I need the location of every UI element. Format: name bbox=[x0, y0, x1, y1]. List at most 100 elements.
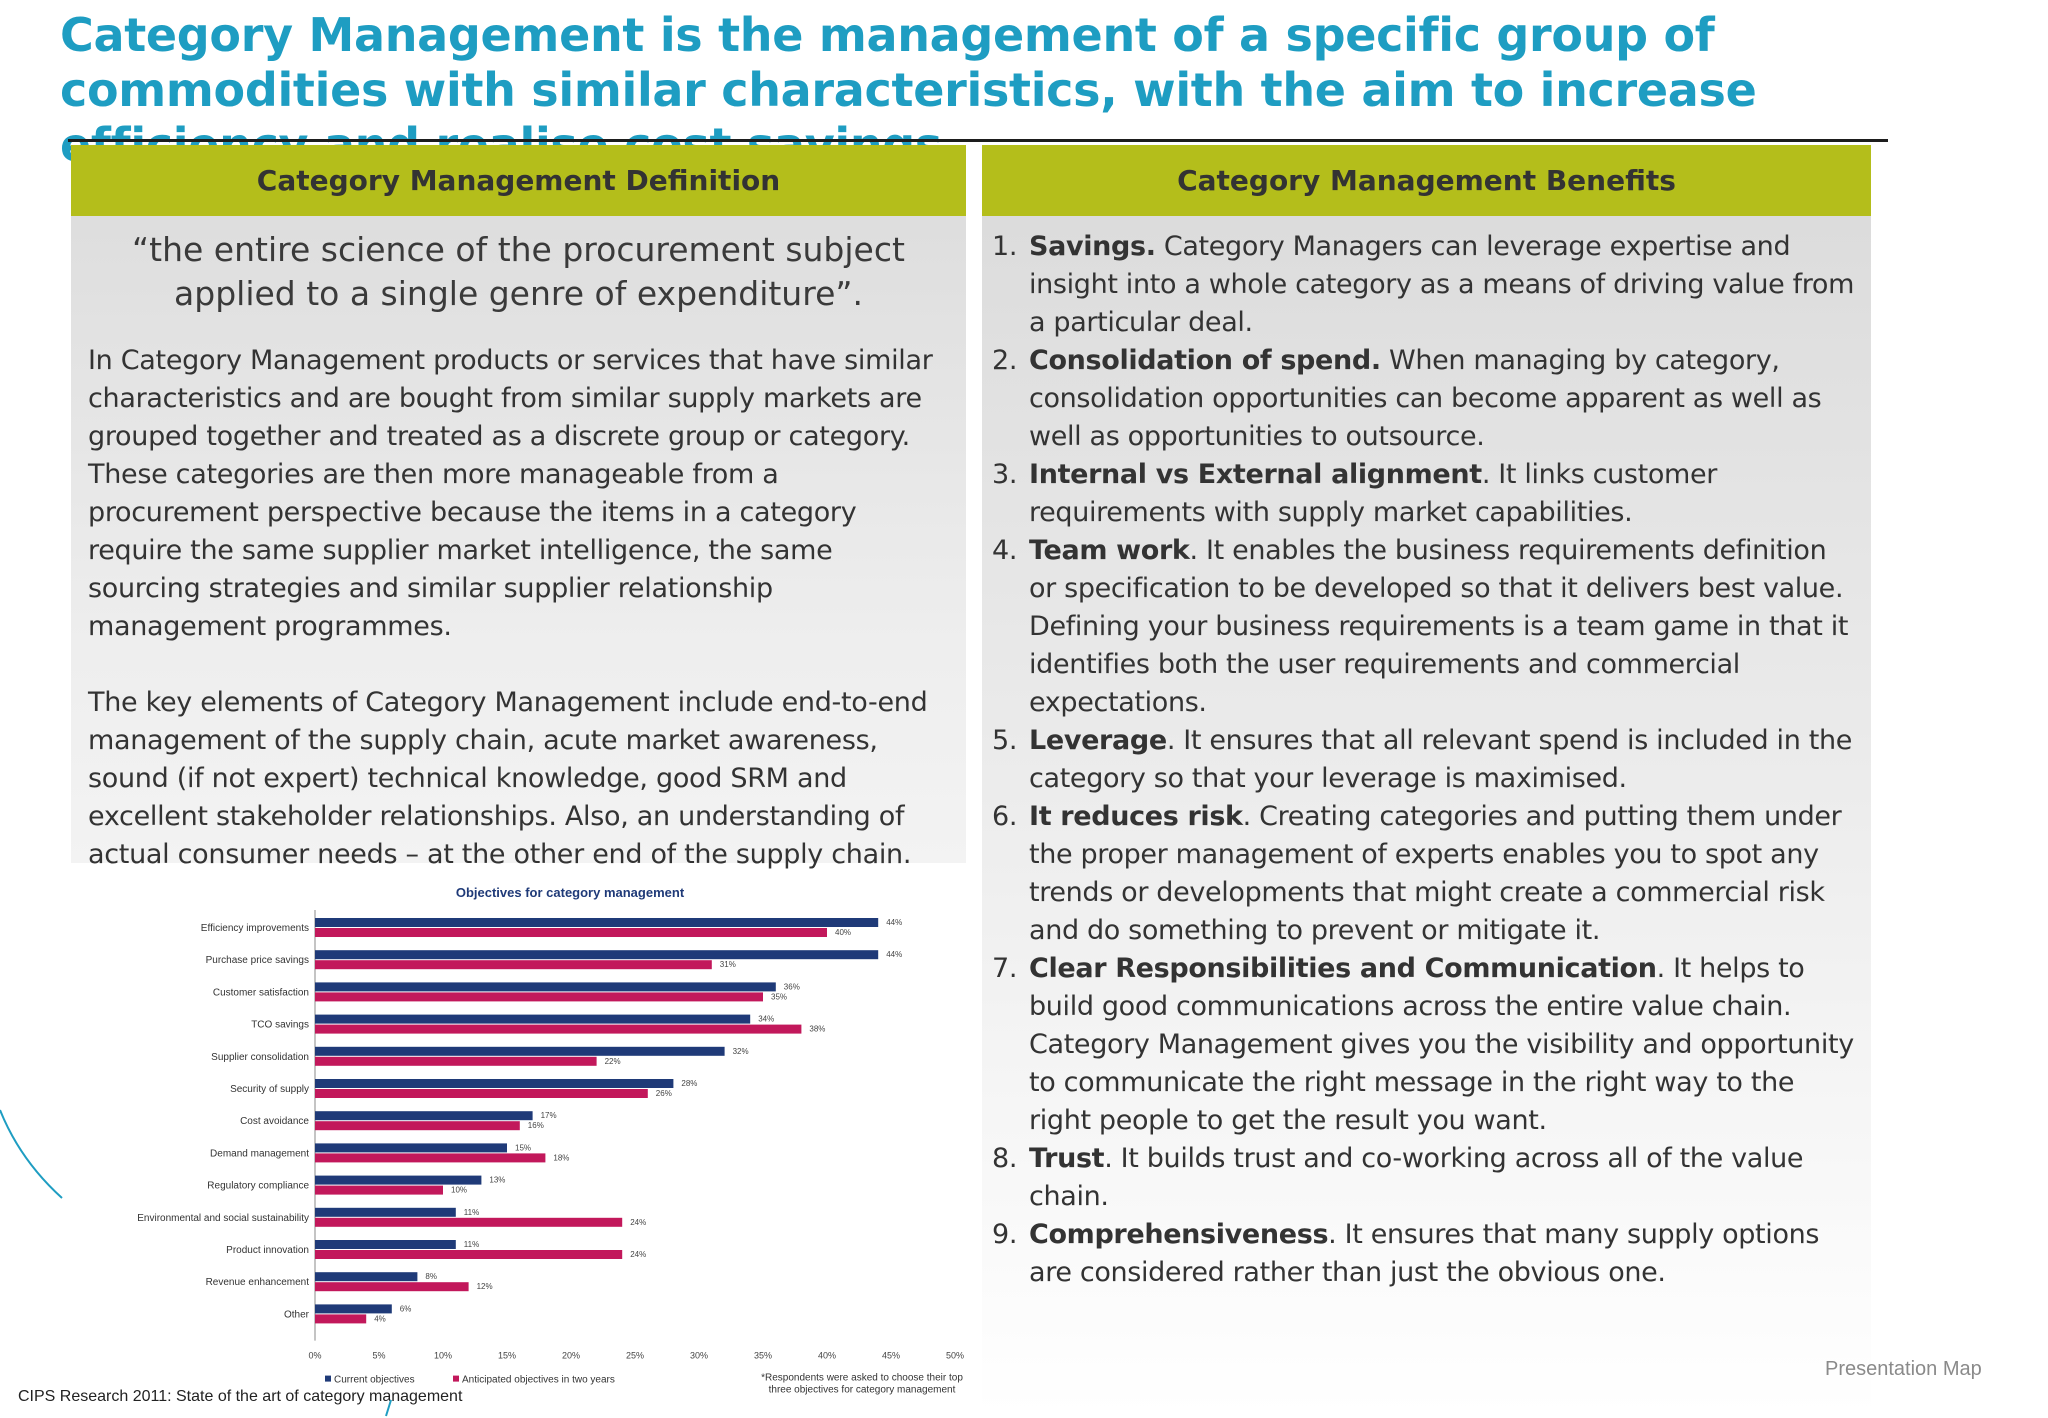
bar-value-label: 40% bbox=[835, 928, 851, 937]
legend-swatch bbox=[453, 1375, 459, 1382]
decorative-tick bbox=[385, 1399, 392, 1417]
x-tick-label: 5% bbox=[372, 1351, 385, 1361]
bar-current bbox=[315, 1175, 482, 1185]
benefit-text: . It ensures that many supply options ar… bbox=[1029, 1219, 1820, 1288]
bar-value-label: 16% bbox=[528, 1121, 544, 1130]
definition-paragraph-1: In Category Management products or servi… bbox=[88, 345, 933, 642]
bar-current bbox=[315, 950, 879, 960]
bar-value-label: 12% bbox=[477, 1282, 493, 1291]
category-label: Other bbox=[284, 1309, 310, 1320]
benefit-title: Comprehensiveness bbox=[1029, 1219, 1329, 1250]
objectives-chart-svg: Objectives for category management 0% 5% 10… bbox=[137, 885, 964, 1395]
title-divider bbox=[68, 139, 1888, 142]
benefit-number: 9. bbox=[992, 1219, 1018, 1250]
bar-value-label: 13% bbox=[489, 1176, 505, 1185]
bar-value-label: 15% bbox=[515, 1143, 531, 1152]
benefit-title: Clear Responsibilities and Communication bbox=[1029, 953, 1657, 984]
benefit-number: 4. bbox=[992, 535, 1018, 566]
decorative-arc bbox=[0, 1109, 63, 1199]
bar-anticipated bbox=[315, 1314, 367, 1324]
bar-anticipated bbox=[315, 1121, 520, 1131]
category-label: Security of supply bbox=[230, 1084, 309, 1095]
bar-value-label: 44% bbox=[886, 918, 902, 927]
definition-quote: “the entire science of the procurement s… bbox=[132, 230, 905, 313]
benefit-item: 6. It reduces risk. Creating categories a… bbox=[992, 798, 1861, 950]
benefits-header: Category Management Benefits bbox=[982, 145, 1871, 216]
benefit-text: When managing by category, consolidation… bbox=[1029, 345, 1822, 452]
x-tick-label: 40% bbox=[818, 1351, 836, 1361]
category-label: Demand management bbox=[210, 1148, 309, 1159]
benefit-item: 4. Team work. It enables the business req… bbox=[992, 532, 1861, 722]
benefit-number: 6. bbox=[992, 801, 1018, 832]
benefit-title: Team work bbox=[1029, 535, 1190, 566]
benefit-text: . It ensures that all relevant spend is … bbox=[1029, 725, 1852, 794]
x-tick-label: 30% bbox=[690, 1351, 708, 1361]
benefit-number: 3. bbox=[992, 459, 1018, 490]
bar-anticipated bbox=[315, 1217, 623, 1227]
bar-value-label: 10% bbox=[451, 1186, 467, 1195]
bar-value-label: 44% bbox=[886, 950, 902, 959]
legend-label: Anticipated objectives in two years bbox=[462, 1375, 615, 1386]
bar-anticipated bbox=[315, 1056, 597, 1066]
bar-anticipated bbox=[315, 1089, 648, 1098]
bar-value-label: 36% bbox=[784, 982, 800, 991]
benefit-text: Category Managers can leverage expertise… bbox=[1029, 231, 1855, 338]
presentation-map-link[interactable]: Presentation Map bbox=[1825, 1358, 1982, 1380]
benefit-title: Trust bbox=[1029, 1143, 1105, 1174]
bar-anticipated bbox=[315, 1024, 802, 1034]
x-tick-label: 10% bbox=[434, 1351, 452, 1361]
bar-value-label: 8% bbox=[425, 1272, 437, 1281]
bar-current bbox=[315, 1014, 751, 1024]
bar-value-label: 17% bbox=[541, 1111, 557, 1120]
category-label: Revenue enhancement bbox=[206, 1277, 310, 1288]
benefit-title: Savings. bbox=[1029, 231, 1156, 262]
benefit-item: 1. Savings. Category Managers can leverag… bbox=[992, 228, 1861, 342]
bar-value-label: 34% bbox=[758, 1015, 774, 1024]
benefit-item: 9. Comprehensiveness. It ensures that man… bbox=[992, 1216, 1861, 1292]
bar-value-label: 22% bbox=[605, 1057, 621, 1066]
bar-current bbox=[315, 1207, 456, 1217]
bar-value-label: 11% bbox=[464, 1208, 479, 1217]
category-label: Cost avoidance bbox=[240, 1116, 309, 1127]
chart-source-caption: CIPS Research 2011: State of the art of … bbox=[18, 1388, 463, 1405]
benefit-text: . It builds trust and co-working across … bbox=[1029, 1143, 1804, 1212]
benefit-number: 5. bbox=[992, 725, 1018, 756]
legend-label: Current objectives bbox=[334, 1375, 415, 1386]
benefit-title: It reduces risk bbox=[1029, 801, 1243, 832]
bar-value-label: 26% bbox=[656, 1089, 672, 1098]
benefit-item: 5. Leverage. It ensures that all relevant… bbox=[992, 722, 1861, 798]
bar-value-label: 24% bbox=[630, 1250, 646, 1259]
benefit-title: Consolidation of spend. bbox=[1029, 345, 1381, 376]
benefit-number: 8. bbox=[992, 1143, 1018, 1174]
benefit-item: 2. Consolidation of spend. When managing … bbox=[992, 342, 1861, 456]
benefit-text: . It links customer requirements with su… bbox=[1029, 459, 1718, 528]
bar-current bbox=[315, 1111, 533, 1121]
bar-current bbox=[315, 1304, 392, 1314]
benefit-number: 7. bbox=[992, 953, 1018, 984]
benefit-number: 1. bbox=[992, 231, 1018, 262]
definition-panel: Category Management Definition “the enti… bbox=[71, 145, 966, 870]
bar-current bbox=[315, 1079, 674, 1088]
category-label: TCO savings bbox=[251, 1020, 309, 1031]
x-tick-label: 25% bbox=[626, 1351, 644, 1361]
definition-paragraph-2: The key elements of Category Management … bbox=[88, 687, 928, 870]
benefit-text: . Creating categories and putting them u… bbox=[1029, 801, 1842, 946]
category-label: Efficiency improvements bbox=[201, 923, 309, 934]
bar-value-label: 38% bbox=[809, 1025, 825, 1034]
benefit-text: . It helps to build good communications … bbox=[1029, 953, 1854, 1136]
bar-value-label: 4% bbox=[374, 1314, 386, 1323]
bar-anticipated bbox=[315, 1250, 623, 1259]
bar-current bbox=[315, 918, 879, 927]
benefit-number: 2. bbox=[992, 345, 1018, 376]
category-label: Customer satisfaction bbox=[213, 987, 309, 998]
category-label: Supplier consolidation bbox=[211, 1052, 309, 1063]
benefits-panel: Category Management Benefits 1. Savings. … bbox=[982, 145, 1871, 1415]
chart-title: Objectives for category management bbox=[456, 885, 685, 900]
objectives-chart: Objectives for category management 0% 5% 10… bbox=[60, 875, 980, 1395]
bar-anticipated bbox=[315, 1282, 469, 1292]
bar-anticipated bbox=[315, 1153, 546, 1163]
x-tick-label: 15% bbox=[498, 1351, 516, 1361]
bar-current bbox=[315, 1272, 418, 1282]
category-label: Product innovation bbox=[226, 1245, 309, 1256]
category-label: Environmental and social sustainability bbox=[137, 1213, 309, 1224]
